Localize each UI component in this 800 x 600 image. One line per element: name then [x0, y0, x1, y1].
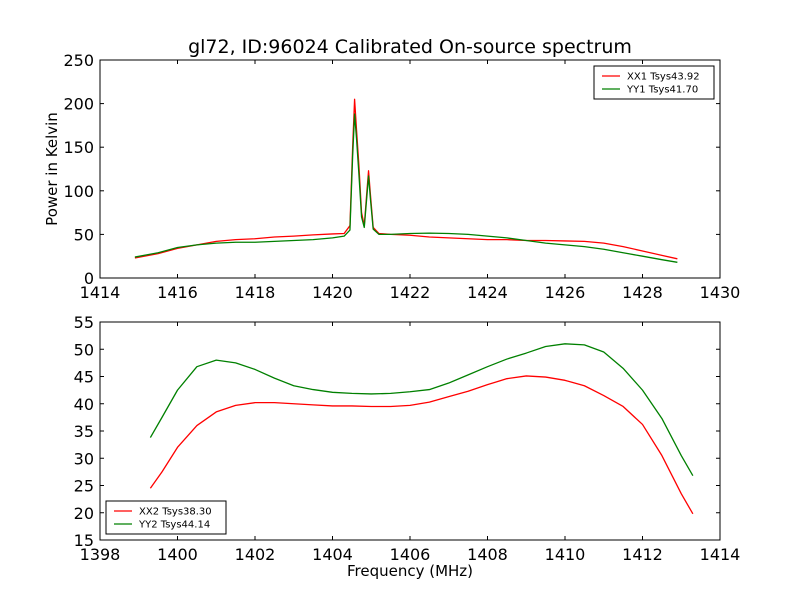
x-tick-label: 1408: [467, 545, 508, 564]
figure-title: gl72, ID:96024 Calibrated On-source spec…: [188, 36, 632, 58]
x-tick-label: 1400: [157, 545, 198, 564]
y-tick-label: 25: [74, 477, 94, 496]
legend: XX2 Tsys38.30 YY2 Tsys44.14: [105, 500, 227, 535]
series-line-2: [134, 113, 678, 263]
y-tick-label: 35: [74, 422, 94, 441]
x-tick-label: 1414: [700, 545, 741, 564]
y-tick-label: 250: [63, 51, 94, 70]
x-tick-label: 1404: [312, 545, 353, 564]
y-tick-label: 45: [74, 368, 94, 387]
y-tick-label: 200: [63, 95, 94, 114]
x-tick-label: 1402: [235, 545, 276, 564]
legend-label: XX2 Tsys38.30: [139, 507, 212, 518]
y-tick-label: 55: [74, 313, 94, 332]
y-tick-label: 20: [74, 504, 94, 523]
bottom-panel: 1398 1400 1402 1404 1406 1408 1410 1412 1414 15 20…: [74, 313, 741, 564]
x-tick-label: 1424: [467, 283, 508, 302]
legend-label: YY2 Tsys44.14: [138, 520, 210, 531]
x-tick-label: 1426: [545, 283, 586, 302]
x-tick-label: 1406: [390, 545, 431, 564]
x-tick-label: 1410: [545, 545, 586, 564]
legend-box: [593, 65, 715, 100]
x-tick-label: 1398: [80, 545, 121, 564]
x-tick-label: 1428: [622, 283, 663, 302]
y-tick-label: 50: [74, 340, 94, 359]
x-tick-label: 1412: [622, 545, 663, 564]
series-line-2: [149, 343, 694, 477]
x-tick-label: 1414: [80, 283, 121, 302]
y-tick-label: 50: [74, 225, 94, 244]
x-tick-label: 1422: [390, 283, 431, 302]
legend: XX1 Tsys43.92 YY1 Tsys41.70: [593, 65, 715, 100]
y-tick-label: 30: [74, 449, 94, 468]
legend-label: YY1 Tsys41.70: [626, 85, 698, 96]
legend-label: XX1 Tsys43.92: [627, 72, 700, 83]
x-tick-label: 1416: [157, 283, 198, 302]
x-tick-label: 1430: [700, 283, 741, 302]
y-tick-label: 15: [74, 531, 94, 550]
y-tick-label: 0: [84, 269, 94, 288]
y-tick-label: 150: [63, 138, 94, 157]
series-line-1: [149, 375, 694, 515]
x-tick-label: 1420: [312, 283, 353, 302]
y-tick-label: 100: [63, 182, 94, 201]
y-tick-label: 40: [74, 395, 94, 414]
legend-box: [105, 500, 227, 535]
x-axis-label: Frequency (MHz): [347, 562, 473, 580]
y-axis-label: Power in Kelvin: [43, 112, 61, 226]
top-panel: 1414 1416 1418 1420 1422 1424 1426 1428 1430 0 50 1…: [43, 51, 740, 302]
x-tick-label: 1418: [235, 283, 276, 302]
